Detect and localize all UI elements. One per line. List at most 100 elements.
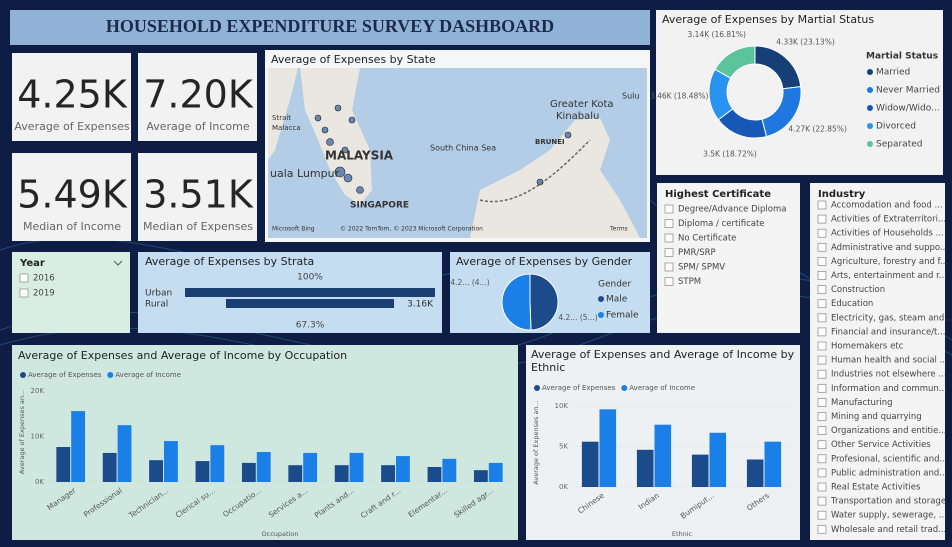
legend-marker [621, 385, 628, 391]
checkbox[interactable] [664, 277, 674, 286]
legend-marker [534, 385, 540, 391]
bar [288, 465, 303, 482]
slicer-panel [657, 183, 800, 333]
checkbox[interactable] [817, 369, 827, 379]
slicer-item: Agriculture, forestry and f... [831, 257, 948, 267]
checkbox[interactable] [664, 204, 674, 214]
legend-label: Average of Expenses [28, 371, 102, 379]
checkbox[interactable] [817, 313, 827, 323]
slicer-item: Accomodation and food ... [831, 201, 943, 211]
legend-label: Widow/Wido... [876, 104, 940, 114]
slicer-item: Profesional, scientific and... [831, 454, 948, 464]
y-tick-label: 10K [555, 402, 569, 410]
slicer-panel [810, 183, 945, 540]
checkbox[interactable] [19, 273, 29, 283]
legend-label: Average of Income [629, 384, 695, 392]
kpi-card [12, 153, 131, 241]
checkbox[interactable] [817, 228, 827, 238]
slicer-item: Administrative and suppo... [831, 243, 948, 253]
legend-marker [598, 296, 604, 302]
map-label: MALAYSIA [325, 149, 394, 163]
legend-label: Never Married [876, 86, 940, 96]
bar [473, 470, 488, 482]
bar [117, 425, 132, 482]
checkbox[interactable] [817, 510, 827, 520]
dashboard-title: HOUSEHOLD EXPENDITURE SURVEY DASHBOARD [106, 16, 554, 36]
checkbox[interactable] [817, 398, 827, 407]
bar [427, 467, 442, 482]
checkbox[interactable] [817, 468, 827, 478]
chart-title: Average of Expenses by Gender [456, 255, 633, 268]
checkbox[interactable] [817, 482, 827, 492]
legend-label: Male [606, 295, 628, 305]
checkbox[interactable] [817, 496, 827, 506]
title-bar [10, 10, 650, 45]
checkbox[interactable] [817, 271, 827, 280]
kpi-label: Average of Expenses [14, 120, 129, 133]
slicer-item: 2016 [33, 274, 55, 284]
kpi-label: Average of Income [146, 120, 249, 133]
kpi-card [138, 153, 257, 241]
kpi-value: 5.49K [17, 173, 128, 217]
slicer-panel [12, 252, 130, 333]
checkbox[interactable] [817, 299, 827, 309]
checkbox[interactable] [817, 341, 827, 351]
y-tick-label: 20K [31, 387, 45, 395]
map-bubbles [314, 104, 572, 194]
checkbox[interactable] [664, 248, 674, 257]
legend-title: Gender [598, 280, 631, 290]
checkbox[interactable] [817, 242, 827, 252]
bar [488, 462, 503, 482]
bar [636, 449, 654, 487]
y-axis-label: Average of Expenses an... [532, 400, 540, 484]
slicer-title: Highest Certificate [665, 189, 771, 200]
checkbox[interactable] [664, 219, 674, 228]
value-label: 4.33K (23.13%) [776, 38, 835, 47]
checkbox[interactable] [817, 426, 827, 435]
checkbox[interactable] [664, 233, 674, 243]
slicer-item: Water supply, sewerage, ... [831, 511, 947, 521]
x-axis-label: Occupation [262, 530, 299, 538]
chart-title: Average of Expenses and Average of Incom… [18, 349, 347, 362]
kpi-label: Median of Income [23, 220, 121, 233]
map-land [300, 68, 372, 205]
slicer-item: Education [831, 299, 873, 309]
checkbox[interactable] [19, 288, 29, 298]
slicer-item: PMR/SRP [678, 248, 716, 258]
y-tick-label: 10K [31, 433, 45, 441]
slicer-item: Construction [831, 285, 885, 295]
bar [764, 441, 782, 487]
slicer-item: Diploma / certificate [678, 219, 765, 229]
checkbox[interactable] [817, 200, 827, 210]
map-label: BRUNEI [535, 138, 565, 146]
map-label: South China Sea [430, 144, 496, 153]
checkbox[interactable] [817, 285, 827, 294]
checkbox[interactable] [817, 524, 827, 534]
checkbox[interactable] [817, 383, 827, 393]
slice [529, 273, 559, 331]
checkbox[interactable] [817, 327, 827, 337]
map-label: Sulu [622, 92, 639, 101]
chart-title: Average of Expenses and Average of Incom… [531, 348, 795, 374]
bar [691, 454, 709, 487]
bar [442, 458, 457, 482]
checkbox[interactable] [817, 412, 827, 421]
bar [210, 445, 225, 482]
legend-marker [867, 105, 873, 111]
slicer-item: Financial and insurance/t... [831, 327, 945, 337]
funnel-bar [185, 288, 435, 297]
annotation: 67.3% [296, 321, 325, 331]
checkbox[interactable] [817, 257, 827, 266]
legend-marker [20, 372, 26, 378]
checkbox[interactable] [817, 214, 827, 224]
slicer-item: No Certificate [678, 234, 736, 244]
bar [256, 452, 271, 482]
checkbox[interactable] [817, 454, 827, 464]
kpi-card [12, 53, 131, 141]
checkbox[interactable] [664, 262, 674, 272]
checkbox[interactable] [817, 355, 827, 365]
checkbox[interactable] [817, 440, 827, 450]
legend-marker [867, 87, 873, 93]
slicer-item: Activities of Households ... [831, 229, 944, 239]
